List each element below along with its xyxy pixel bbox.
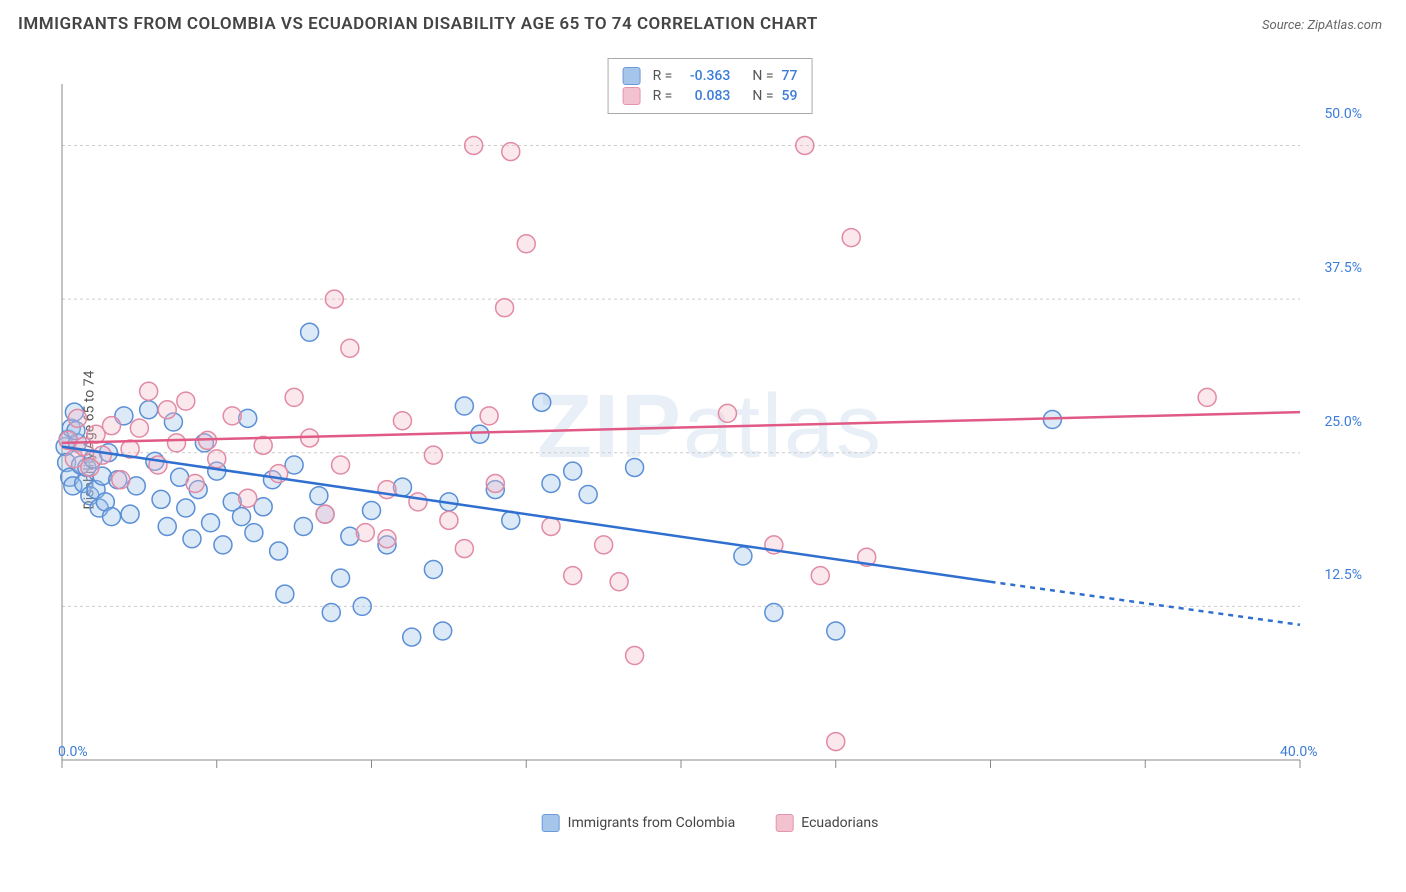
series-legend: Immigrants from Colombia Ecuadorians [542,814,879,832]
swatch-ecuadorians [775,814,793,832]
r-value-colombia: -0.363 [680,68,730,84]
swatch-colombia [542,814,560,832]
y-tick-label: 50.0% [1324,106,1362,122]
n-value-ecuadorians: 59 [782,88,798,104]
source-value: ZipAtlas.com [1307,18,1382,33]
swatch-colombia [623,67,641,85]
n-value-colombia: 77 [782,68,798,84]
r-label: R = [653,68,673,84]
legend-row-ecuadorians: R = 0.083 N = 59 [623,87,798,105]
y-tick-label: 37.5% [1324,260,1362,276]
chart-title: IMMIGRANTS FROM COLOMBIA VS ECUADORIAN D… [18,14,818,34]
x-tick-label: 40.0% [1280,744,1318,760]
source-attribution: Source: ZipAtlas.com [1262,18,1382,33]
legend-label-ecuadorians: Ecuadorians [801,815,878,831]
y-tick-label: 25.0% [1324,414,1362,430]
n-label: N = [752,68,773,84]
swatch-ecuadorians [623,87,641,105]
legend-label-colombia: Immigrants from Colombia [568,815,736,831]
legend-item-ecuadorians: Ecuadorians [775,814,878,832]
legend-item-colombia: Immigrants from Colombia [542,814,736,832]
chart-area: Disability Age 65 to 74 ZIPatlas R = -0.… [50,50,1370,830]
n-label: N = [752,88,773,104]
x-tick-label: 0.0% [58,744,88,760]
r-value-ecuadorians: 0.083 [680,88,730,104]
r-label: R = [653,88,673,104]
legend-row-colombia: R = -0.363 N = 77 [623,67,798,85]
source-label: Source: [1262,18,1304,33]
y-tick-label: 12.5% [1324,567,1362,583]
scatter-plot [50,50,1370,830]
correlation-legend: R = -0.363 N = 77 R = 0.083 N = 59 [608,58,813,114]
